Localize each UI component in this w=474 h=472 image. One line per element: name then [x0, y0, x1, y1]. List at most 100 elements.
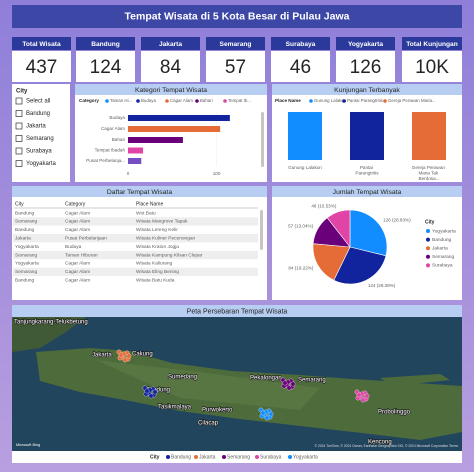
map-point	[286, 385, 292, 391]
map-logo: Microsoft Bing	[16, 443, 40, 447]
place-label: Semarang	[298, 378, 326, 384]
column	[288, 112, 322, 160]
pie-slice	[312, 243, 351, 281]
table-panel	[12, 186, 267, 300]
place-label: Cakung	[132, 352, 153, 358]
map-point	[264, 415, 270, 421]
land	[12, 317, 86, 352]
map-point	[260, 410, 266, 416]
slicer-item: Semarang	[26, 136, 54, 142]
row-stripe	[13, 217, 258, 226]
slicer-checkbox	[15, 147, 23, 155]
row-stripe	[13, 267, 258, 276]
kpi-value: 57	[225, 57, 246, 78]
y-tick-label: Pusat Perbelanja...	[86, 158, 125, 163]
legend-label: Surabaya	[432, 263, 453, 269]
chart-header	[272, 84, 462, 95]
y-tick-label: Bahari	[112, 137, 125, 142]
slicer-checkbox	[15, 110, 23, 117]
chart-header	[272, 186, 462, 197]
bar	[128, 158, 142, 164]
kpi-value: 437	[26, 57, 58, 78]
row-stripe	[13, 234, 258, 243]
scrollbar	[260, 210, 263, 250]
table-cell: Wisata Kaliurang	[136, 261, 173, 267]
legend-swatch	[426, 246, 430, 251]
place-label: Sumedang	[168, 375, 197, 381]
kpi-label: Jakarta	[159, 41, 182, 48]
chart-title: Kunjungan Terbanyak	[334, 87, 400, 94]
map-point	[282, 380, 288, 386]
row-stripe	[13, 250, 258, 260]
legend-label: Jakarta	[199, 454, 216, 460]
legend-swatch	[342, 99, 346, 103]
pie-slice	[333, 246, 387, 285]
x-tick-label: Pantai Parangtritis	[355, 165, 379, 176]
kpi-label: Bandung	[91, 41, 120, 48]
map-title: Peta Persebaran Tempat Wisata	[187, 308, 288, 315]
dashboard-title: Tempat Wisata di 5 Kota Besar di Pulau J…	[125, 10, 350, 22]
legend-label: Surabaya	[260, 454, 282, 460]
place-label: Pekalongan	[250, 376, 282, 382]
legend-label: Pantai Parangtritis	[347, 98, 384, 103]
place-label: Cilacap	[198, 421, 219, 427]
table-cell: Budaya	[65, 244, 82, 250]
place-label: Bandung	[146, 388, 170, 394]
x-tick-label: Gereja Perawan Maria Tak Berdosa...	[412, 165, 446, 181]
pie-slice	[326, 209, 351, 248]
bar	[128, 115, 230, 121]
map-point	[144, 388, 150, 394]
kpi-header	[402, 37, 462, 50]
land	[380, 374, 450, 386]
bar	[128, 137, 183, 143]
kpi-card	[206, 51, 265, 82]
bar	[128, 147, 144, 154]
kpi-label: Total Wisata	[22, 41, 61, 48]
map-point	[290, 381, 296, 387]
land	[96, 360, 320, 410]
kpi-label: Yogyakarta	[348, 41, 383, 48]
table-cell: Wisata Mangrove Tapak	[136, 219, 188, 225]
table-cell: Yogyakarta	[15, 244, 39, 250]
kpi-header	[76, 37, 135, 50]
legend-swatch	[223, 99, 227, 103]
chart-header	[75, 84, 267, 95]
legend-label: Taman Hi...	[110, 98, 132, 103]
bar	[128, 126, 221, 132]
scrollbar	[261, 112, 264, 167]
legend-swatch	[288, 455, 292, 459]
legend-label: Semarang	[432, 254, 454, 260]
kpi-header	[12, 37, 71, 50]
legend-swatch	[136, 99, 140, 103]
slicer-item: Jakarta	[26, 124, 46, 130]
table-cell: Wisata Kuliner Pecenongan	[136, 235, 196, 241]
place-label: Kencong	[368, 440, 392, 446]
place-label: Tanjungkarang-Telukbetung	[14, 320, 88, 326]
data-label: 124 (28.38%)	[368, 283, 396, 288]
table-cell: Semarang	[15, 252, 37, 258]
data-label: 46 (10.53%)	[311, 204, 336, 209]
slicer-checkbox	[15, 160, 23, 167]
legend-label: Bandung	[432, 237, 452, 243]
data-label: 57 (13.04%)	[288, 224, 313, 229]
legend-swatch	[222, 455, 226, 459]
table-cell: Semarang	[15, 219, 37, 225]
table-cell: Wisata Batu Kuda	[136, 277, 175, 283]
legend-swatch	[426, 263, 430, 268]
legend-title: Category	[79, 98, 99, 103]
kpi-value: 84	[160, 57, 182, 78]
kpi-card	[336, 51, 395, 82]
table-cell: Pusat Perbelanjaan	[65, 235, 107, 241]
table-cell: Taman Hiburan	[65, 252, 98, 258]
kpi-header	[206, 37, 265, 50]
legend-label: Tempat Ib...	[228, 98, 251, 103]
legend-label: Budaya	[141, 98, 156, 103]
place-label: Tasikmalaya	[158, 405, 192, 411]
legend-swatch	[166, 455, 170, 459]
map-point	[152, 389, 158, 395]
x-tick-label: Gunung Lalakon	[288, 165, 322, 170]
legend-title: City	[425, 219, 435, 225]
slicer-item: Yogyakarta	[26, 161, 56, 167]
legend-label: Yogyakarta	[432, 228, 456, 234]
